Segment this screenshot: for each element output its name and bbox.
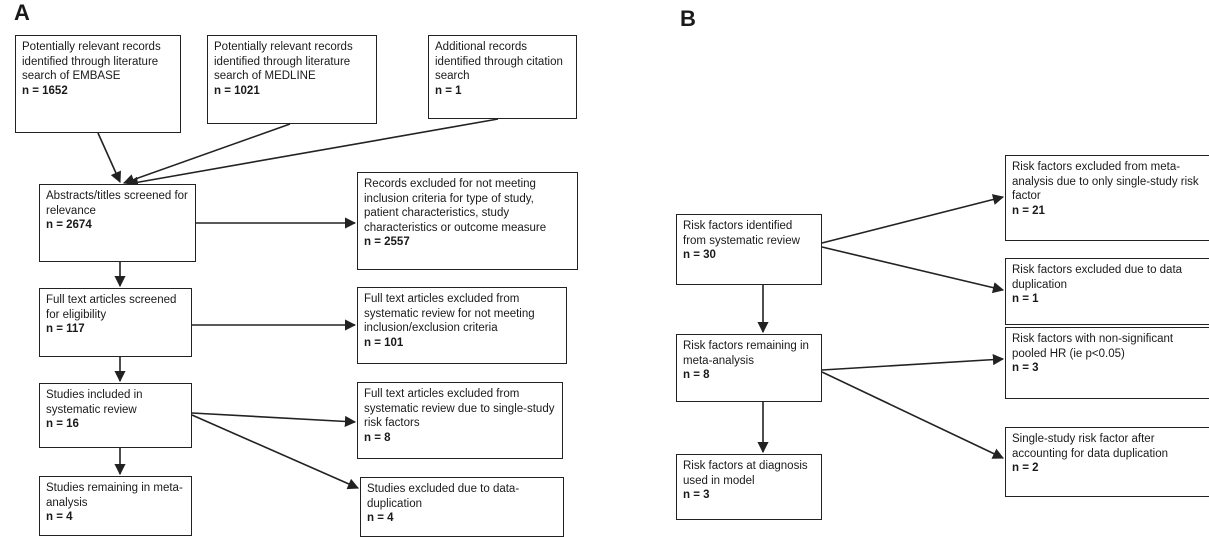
box-excluded-single-b-text: Risk factors excluded from meta-analysis…: [1012, 161, 1199, 202]
box-remaining-count: n = 4: [46, 511, 73, 523]
box-remaining: Studies remaining in meta-analysis n = 4: [39, 476, 192, 536]
box-fulltext: Full text articles screened for eligibil…: [39, 288, 192, 357]
box-excluded-fulltext-text: Full text articles excluded from systema…: [364, 293, 535, 334]
box-excluded-single-b-count: n = 21: [1012, 204, 1045, 217]
box-medline: Potentially relevant records identified …: [207, 35, 377, 124]
box-excluded-dup-b-text: Risk factors excluded due to data duplic…: [1012, 264, 1183, 291]
box-excluded-fulltext-count: n = 101: [364, 336, 404, 349]
panel-label-a: A: [14, 0, 30, 25]
box-remaining-text: Studies remaining in meta-analysis: [46, 482, 183, 509]
box-excluded-single-count: n = 8: [364, 431, 391, 444]
box-medline-count: n = 1021: [214, 84, 260, 97]
arrow-identified-to-dup: [821, 246, 1005, 294]
box-screened-text: Abstracts/titles screened for relevance: [46, 190, 188, 217]
box-excluded-dup-count: n = 4: [367, 512, 394, 524]
box-model: Risk factors at diagnosis used in model …: [676, 454, 822, 520]
box-citation-text: Additional records identified through ci…: [435, 41, 563, 82]
box-excluded-dup-b: Risk factors excluded due to data duplic…: [1005, 258, 1209, 325]
box-included-count: n = 16: [46, 418, 79, 430]
box-excluded-records: Records excluded for not meeting inclusi…: [357, 172, 578, 270]
box-remaining-b: Risk factors remaining in meta-analysis …: [676, 334, 822, 402]
box-model-count: n = 3: [683, 489, 710, 501]
box-fulltext-count: n = 117: [46, 323, 85, 335]
box-fulltext-text: Full text articles screened for eligibil…: [46, 294, 177, 321]
box-excluded-records-count: n = 2557: [364, 236, 410, 248]
arrow-citation-to-screened: [126, 118, 499, 188]
box-single-after-dup-text: Single-study risk factor after accountin…: [1012, 433, 1168, 460]
box-nonsig: Risk factors with non-significant pooled…: [1005, 327, 1209, 399]
panel-label-b: B: [680, 6, 696, 31]
box-remaining-b-text: Risk factors remaining in meta-analysis: [683, 340, 809, 367]
arrow-remaining-to-single-after: [821, 371, 1005, 459]
arrow-identified-to-single: [821, 194, 1005, 244]
box-citation-count: n = 1: [435, 84, 462, 97]
box-remaining-b-count: n = 8: [683, 369, 710, 381]
box-excluded-single-b: Risk factors excluded from meta-analysis…: [1005, 155, 1209, 241]
box-embase: Potentially relevant records identified …: [15, 35, 181, 133]
box-screened-count: n = 2674: [46, 219, 92, 231]
box-included: Studies included in systematic review n …: [39, 383, 192, 448]
box-single-after-dup-count: n = 2: [1012, 462, 1039, 474]
arrow-medline-to-screened: [122, 123, 291, 185]
box-model-text: Risk factors at diagnosis used in model: [683, 460, 808, 487]
box-excluded-dup: Studies excluded due to data-duplication…: [360, 477, 564, 537]
box-excluded-records-text: Records excluded for not meeting inclusi…: [364, 178, 547, 234]
box-citation: Additional records identified through ci…: [428, 35, 577, 119]
arrow-embase-to-screened: [97, 132, 121, 184]
arrow-included-to-single: [191, 412, 357, 428]
box-excluded-dup-text: Studies excluded due to data-duplication: [367, 483, 520, 510]
box-identified-count: n = 30: [683, 249, 716, 261]
arrow-remaining-to-nonsig: [821, 354, 1005, 371]
box-embase-count: n = 1652: [22, 84, 68, 97]
box-excluded-dup-b-count: n = 1: [1012, 293, 1039, 305]
box-embase-text: Potentially relevant records identified …: [22, 41, 161, 82]
box-medline-text: Potentially relevant records identified …: [214, 41, 353, 82]
box-single-after-dup: Single-study risk factor after accountin…: [1005, 427, 1209, 497]
box-nonsig-count: n = 3: [1012, 362, 1039, 374]
arrow-included-to-dup: [191, 414, 360, 490]
box-excluded-fulltext: Full text articles excluded from systema…: [357, 287, 567, 364]
box-excluded-single-text: Full text articles excluded from systema…: [364, 388, 555, 429]
box-excluded-single: Full text articles excluded from systema…: [357, 382, 563, 459]
box-included-text: Studies included in systematic review: [46, 389, 143, 416]
box-screened: Abstracts/titles screened for relevance …: [39, 184, 196, 262]
box-nonsig-text: Risk factors with non-significant pooled…: [1012, 333, 1174, 360]
box-identified-text: Risk factors identified from systematic …: [683, 220, 800, 247]
box-identified: Risk factors identified from systematic …: [676, 214, 822, 285]
